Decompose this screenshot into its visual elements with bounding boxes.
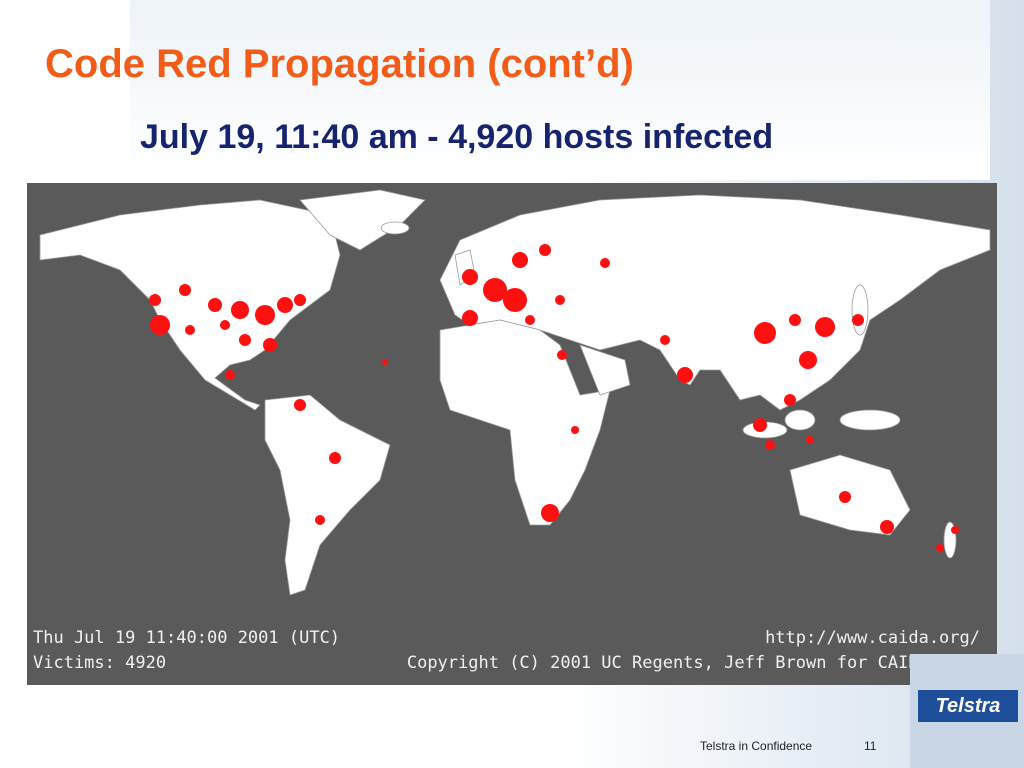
map-victims: Victims: 4920: [33, 653, 166, 673]
background-band: [130, 0, 990, 180]
logo: Telstra: [918, 690, 1018, 722]
infection-dots: [149, 244, 959, 552]
map-copyright: Copyright (C) 2001 UC Regents, Jeff Brow…: [407, 653, 980, 673]
page-number: 11: [864, 739, 877, 753]
footer-confidentiality: Telstra in Confidence: [700, 739, 813, 753]
slide-subtitle: July 19, 11:40 am - 4,920 hosts infected: [140, 118, 774, 156]
map-url: http://www.caida.org/: [765, 628, 980, 648]
infection-map: Thu Jul 19 11:40:00 2001 (UTC) Victims: …: [27, 183, 997, 685]
continents: [39, 189, 991, 596]
map-timestamp: Thu Jul 19 11:40:00 2001 (UTC): [33, 628, 340, 648]
logo-box: Telstra: [910, 654, 1024, 768]
slide-title: Code Red Propagation (cont’d): [45, 42, 634, 86]
